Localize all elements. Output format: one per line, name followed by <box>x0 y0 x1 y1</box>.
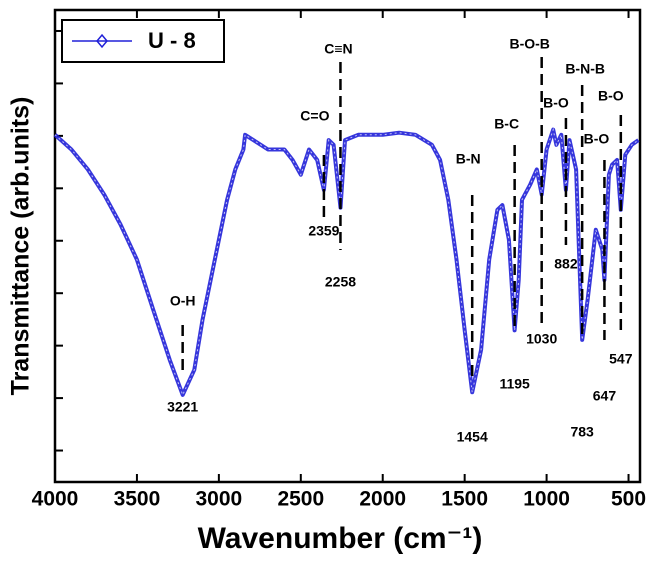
x-tick-label: 3500 <box>114 488 161 511</box>
x-tick-label: 1500 <box>441 488 488 511</box>
peak-label: O-H <box>170 293 196 309</box>
peak-position: 2359 <box>308 223 339 239</box>
x-tick-label: 500 <box>611 488 646 511</box>
peak-position: 1454 <box>457 429 488 445</box>
x-tick-label: 2500 <box>277 488 324 511</box>
peak-position: 3221 <box>167 399 198 415</box>
peak-label: B-O <box>598 88 624 104</box>
peak-position: 783 <box>570 424 594 440</box>
x-tick-label: 3000 <box>196 488 243 511</box>
peak-position: 2258 <box>325 274 356 290</box>
legend-marker <box>96 33 108 49</box>
plot-frame <box>53 8 642 484</box>
spectrum-core <box>54 127 639 397</box>
legend-label: U - 8 <box>148 28 196 53</box>
peak-label: C≡N <box>324 41 352 57</box>
peak-label: B-O <box>584 131 610 147</box>
x-tick-label: 4000 <box>32 488 79 511</box>
peak-label: B-N-B <box>565 61 605 77</box>
y-axis-label: Transmittance (arb.units) <box>7 97 35 396</box>
x-tick-label: 2000 <box>359 488 406 511</box>
x-tick-label: 1000 <box>523 488 570 511</box>
x-axis-label: Wavenumber (cm⁻¹) <box>198 522 483 555</box>
peak-label: B-N <box>456 151 481 167</box>
peak-label: C=O <box>300 108 329 124</box>
peak-position: 882 <box>554 256 578 272</box>
peak-position: 1195 <box>499 376 530 392</box>
peak-position: 1030 <box>526 331 557 347</box>
peak-position: 547 <box>609 351 633 367</box>
spectrum-line <box>53 127 640 397</box>
peak-position: 647 <box>593 388 617 404</box>
peak-label: B-C <box>494 116 519 132</box>
peak-label: B-O-B <box>509 36 549 52</box>
peak-label: B-O <box>543 95 569 111</box>
